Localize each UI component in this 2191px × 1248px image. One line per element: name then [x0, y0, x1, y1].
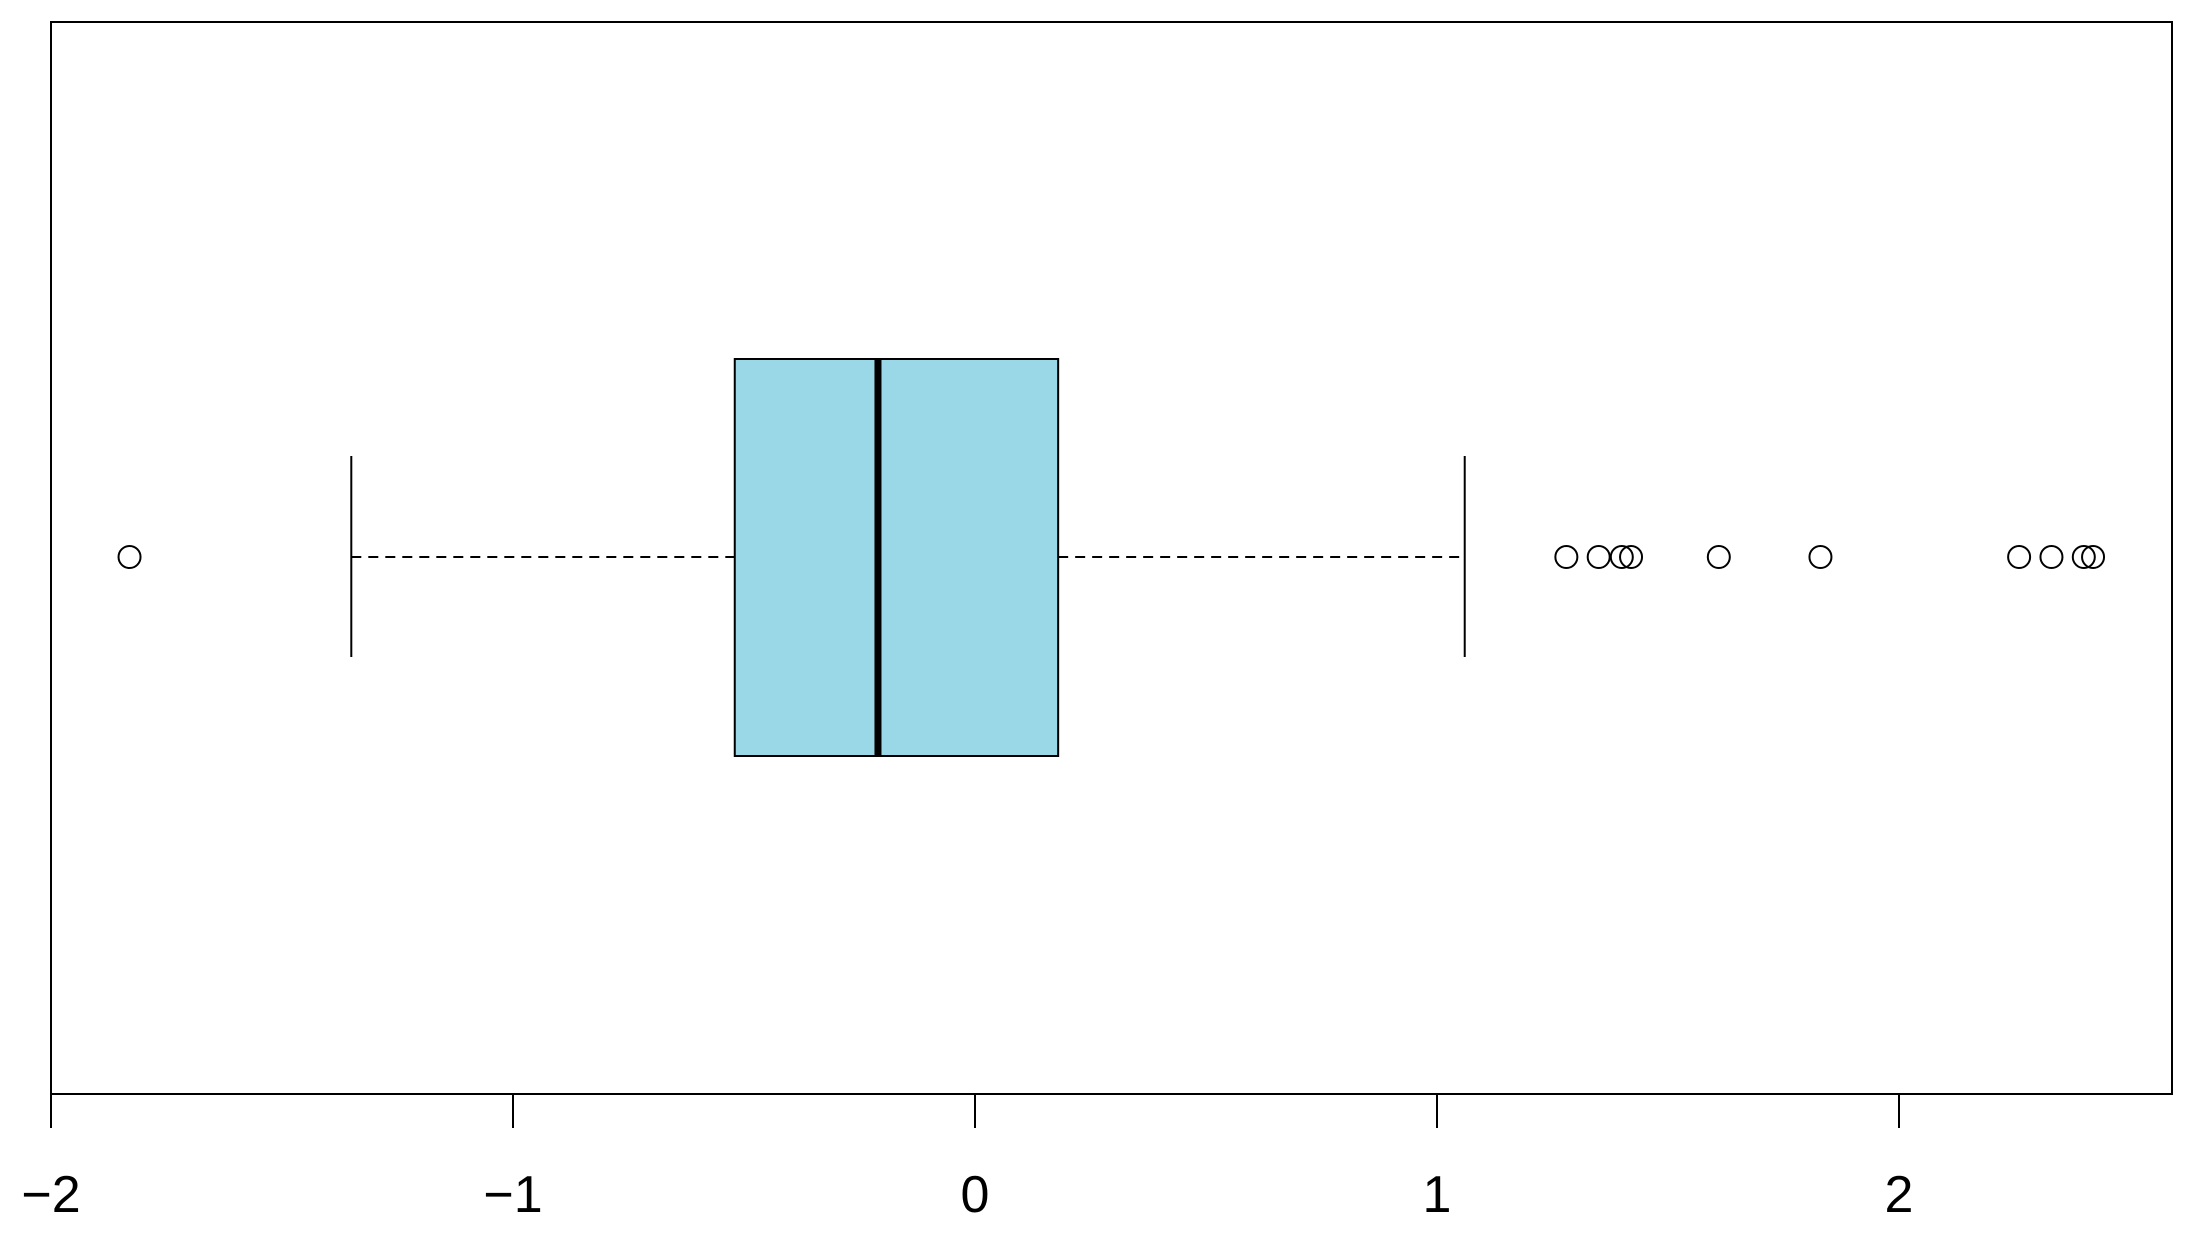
iqr-box [733, 358, 1060, 757]
outlier-point [1609, 545, 1634, 569]
outlier-point [117, 545, 142, 569]
outlier-point [2007, 545, 2032, 569]
outliers-group [117, 545, 2106, 569]
outlier-point [2039, 545, 2064, 569]
outlier-point [1586, 545, 1611, 569]
outlier-point [2071, 545, 2096, 569]
outlier-point [2081, 545, 2106, 569]
outlier-point [1554, 545, 1579, 569]
x-axis: −2 −1 0 1 2 [21, 1093, 1914, 1224]
outlier-point [1808, 545, 1833, 569]
box-group [350, 358, 1466, 757]
outlier-point [1619, 545, 1644, 569]
x-tick-label: 2 [1885, 1166, 1914, 1224]
x-tick-label: 0 [961, 1166, 990, 1224]
outlier-point [1706, 545, 1731, 569]
x-tick-label: −1 [483, 1166, 542, 1224]
x-tick-label: −2 [21, 1166, 80, 1224]
x-tick-label: 1 [1423, 1166, 1452, 1224]
